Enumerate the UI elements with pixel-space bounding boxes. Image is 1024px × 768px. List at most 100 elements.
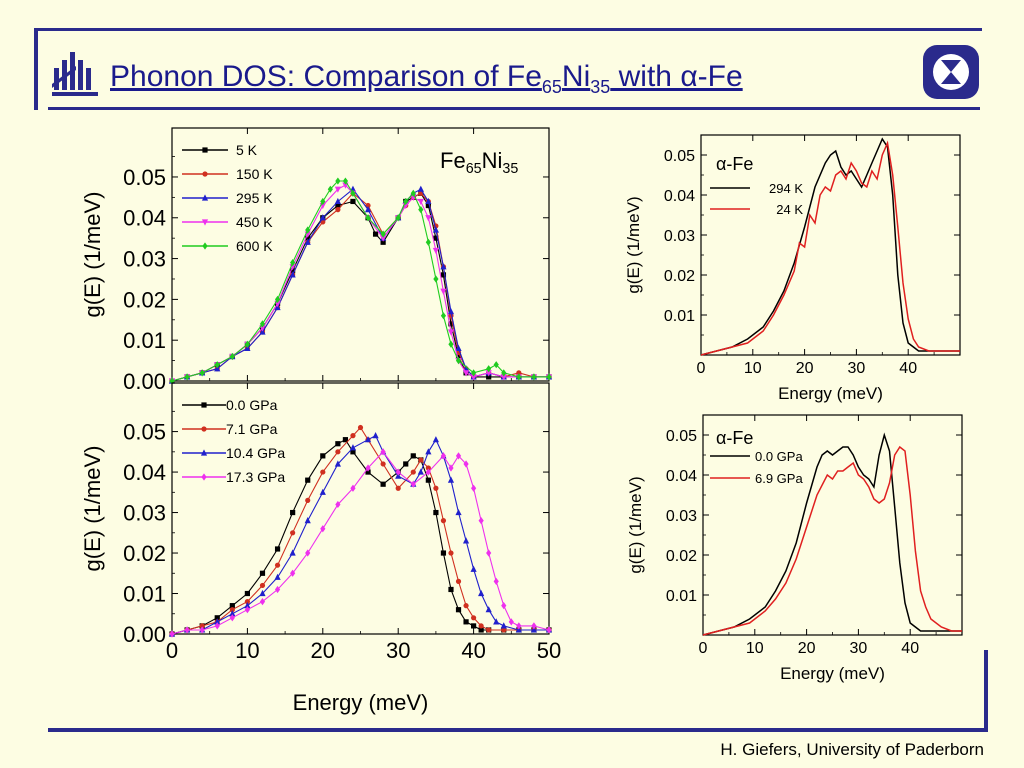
x-axis-label-2: Energy (meV) xyxy=(778,384,883,403)
x-tick-label-1-5: 50 xyxy=(537,638,561,663)
data-point-1-0 xyxy=(274,546,281,552)
data-point-0-0 xyxy=(290,268,296,274)
data-point-1-2 xyxy=(478,589,485,597)
data-point-1-0 xyxy=(214,615,220,621)
y-axis-label-0: g(E) (1/meV) xyxy=(80,192,105,318)
x-tick-label-1-2: 20 xyxy=(311,638,335,663)
data-point-1-0 xyxy=(305,477,311,483)
data-point-0-4 xyxy=(335,177,341,185)
legend-label-1-1: 7.1 GPa xyxy=(226,421,278,437)
y-tick-label-3-0: 0.01 xyxy=(666,588,697,605)
y-tick-label-3-4: 0.05 xyxy=(666,428,697,445)
data-point-0-4 xyxy=(365,214,371,222)
data-point-0-4 xyxy=(342,177,349,185)
y-axis-label-2: g(E) (1/meV) xyxy=(624,196,643,293)
data-point-0-4 xyxy=(493,361,499,369)
data-point-0-4 xyxy=(448,340,454,348)
data-point-0-2 xyxy=(440,263,447,270)
data-point-1-3 xyxy=(516,622,522,630)
university-logo-icon xyxy=(52,52,98,96)
data-point-0-3 xyxy=(334,186,341,193)
data-point-0-2 xyxy=(334,197,341,205)
data-point-1-0 xyxy=(320,453,326,459)
legend-marker-1-1 xyxy=(201,426,207,432)
y-tick-label-0-4: 0.04 xyxy=(123,206,166,231)
y-tick-label-2-3: 0.04 xyxy=(664,188,695,205)
legend-label-2-1: 24 K xyxy=(776,202,803,217)
data-point-0-0 xyxy=(372,231,379,237)
data-point-1-0 xyxy=(471,623,477,629)
x-tick-label-1-4: 40 xyxy=(461,638,485,663)
series-line-0-2 xyxy=(171,188,549,382)
data-point-0-3 xyxy=(417,198,424,206)
data-point-1-1 xyxy=(320,469,326,475)
data-point-1-1 xyxy=(455,578,462,584)
data-point-1-3 xyxy=(448,464,454,472)
data-point-1-1 xyxy=(448,550,454,556)
x-tick-label-2-1: 10 xyxy=(744,360,762,377)
data-point-0-4 xyxy=(546,373,552,381)
legend-marker-1-0 xyxy=(201,402,207,408)
data-point-1-1 xyxy=(335,449,341,455)
y-tick-label-2-4: 0.05 xyxy=(664,148,695,165)
series-line-2-1 xyxy=(700,140,960,356)
data-point-1-2 xyxy=(372,432,379,439)
data-point-1-2 xyxy=(334,460,341,467)
data-point-1-3 xyxy=(199,626,205,634)
data-point-0-2 xyxy=(432,226,439,233)
x-tick-label-3-3: 30 xyxy=(850,640,868,657)
series-line-0-4 xyxy=(171,180,549,382)
x-tick-label-3-2: 20 xyxy=(798,640,816,657)
x-axis-label-3: Energy (meV) xyxy=(780,664,885,683)
data-point-1-1 xyxy=(259,582,266,589)
data-point-1-3 xyxy=(493,577,499,585)
data-point-1-3 xyxy=(274,585,281,594)
data-point-0-0 xyxy=(380,239,386,245)
x-tick-label-1-0: 0 xyxy=(166,638,178,663)
data-point-1-1 xyxy=(229,607,235,613)
data-point-1-2 xyxy=(289,549,296,556)
data-point-0-3 xyxy=(500,374,507,381)
data-point-0-2 xyxy=(304,238,311,245)
data-point-1-1 xyxy=(290,530,296,536)
data-point-1-3 xyxy=(471,484,477,492)
data-point-0-1 xyxy=(516,370,522,376)
data-point-0-4 xyxy=(501,369,507,377)
data-point-1-1 xyxy=(305,497,311,504)
footer-credit: H. Giefers, University of Paderborn xyxy=(720,740,984,759)
frame-right-bar xyxy=(984,650,988,732)
legend-marker-0-3 xyxy=(201,219,209,226)
data-point-0-0 xyxy=(335,202,341,209)
data-point-1-1 xyxy=(380,461,386,467)
data-point-0-0 xyxy=(486,374,492,380)
data-point-1-0 xyxy=(425,477,431,483)
data-point-1-2 xyxy=(229,610,236,617)
data-point-0-2 xyxy=(447,308,455,315)
data-point-1-3 xyxy=(305,549,311,557)
data-point-1-2 xyxy=(304,517,311,524)
data-point-1-2 xyxy=(493,618,500,625)
legend-marker-0-4 xyxy=(202,242,208,250)
legend-label-1-3: 17.3 GPa xyxy=(226,469,285,485)
data-point-1-1 xyxy=(440,518,447,524)
data-point-0-3 xyxy=(425,215,432,222)
data-point-0-0 xyxy=(433,235,439,241)
y-axis-label-1: g(E) (1/meV) xyxy=(80,446,105,572)
legend-marker-0-1 xyxy=(202,171,208,177)
data-point-1-2 xyxy=(319,488,326,495)
data-point-0-4 xyxy=(433,275,439,283)
data-point-1-3 xyxy=(463,460,469,468)
data-point-1-1 xyxy=(357,424,364,431)
legend-label-3-1: 6.9 GPa xyxy=(755,471,803,486)
series-line-0-1 xyxy=(171,192,549,382)
data-point-1-0 xyxy=(380,481,386,487)
legend-label-2-0: 294 K xyxy=(769,181,803,196)
x-tick-label-1-1: 10 xyxy=(235,638,259,663)
x-tick-label-2-0: 0 xyxy=(697,360,706,377)
data-point-1-3 xyxy=(395,468,401,476)
data-point-1-3 xyxy=(486,549,492,557)
data-point-1-0 xyxy=(244,590,250,597)
data-point-0-4 xyxy=(516,373,522,381)
data-point-0-1 xyxy=(335,207,341,213)
data-point-0-4 xyxy=(471,369,477,377)
